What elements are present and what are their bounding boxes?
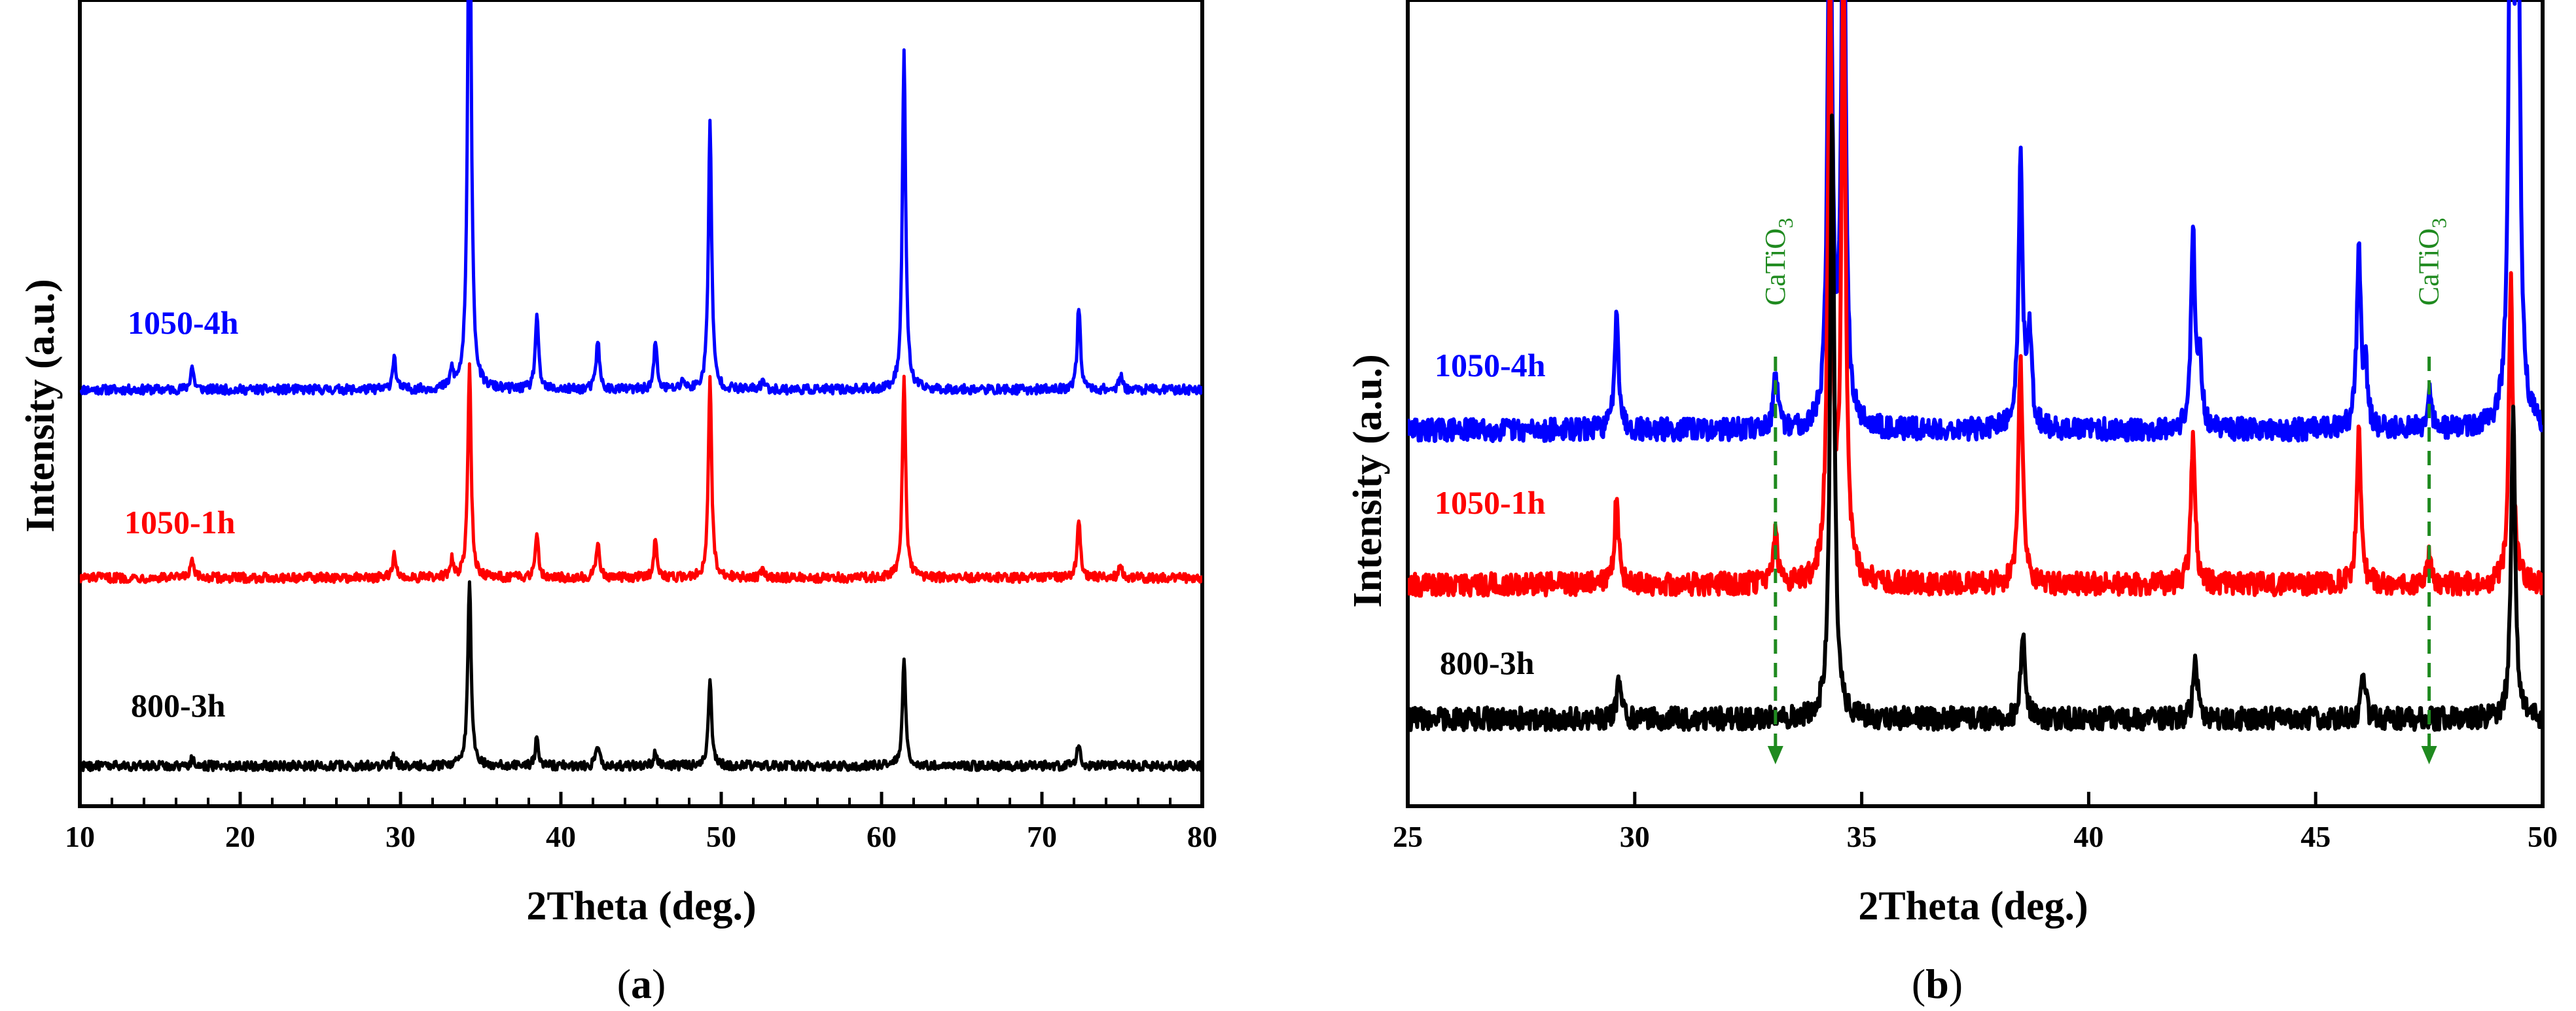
panel-a-caption: (a) bbox=[617, 961, 666, 1007]
series-line-1050-1h bbox=[1408, 0, 2543, 598]
panel-a-chart: 10 20 30 40 50 60 70 80 2Theta (deg.) Intensity… bbox=[18, 0, 1217, 1007]
x-tick-label-50: 50 bbox=[706, 820, 736, 853]
series-line-1050-4h bbox=[80, 0, 1202, 396]
catio3-arrow-head-icon bbox=[2421, 746, 2437, 764]
x-tick-label-30: 30 bbox=[1620, 820, 1650, 853]
series-line-800-3h bbox=[1408, 113, 2543, 732]
panel-b-series-group bbox=[1408, 0, 2543, 732]
panel-a-x-ticks bbox=[78, 792, 1204, 806]
series-line-800-3h bbox=[80, 580, 1202, 772]
panel-a-plot-frame bbox=[78, 0, 1204, 808]
panel-a-x-axis-title: 2Theta (deg.) bbox=[526, 884, 756, 929]
x-tick-label-70: 70 bbox=[1027, 820, 1057, 853]
catio3-label: CaTiO3 bbox=[1759, 218, 1797, 306]
panel-b-annotations: CaTiO3 CaTiO3 bbox=[1759, 218, 2451, 764]
catio3-label: CaTiO3 bbox=[2413, 218, 2451, 306]
x-tick-label-50: 50 bbox=[2528, 820, 2558, 853]
x-tick-label-60: 60 bbox=[867, 820, 897, 853]
x-tick-label-20: 20 bbox=[225, 820, 255, 853]
series-line-1050-4h bbox=[1408, 0, 2543, 444]
panel-b-legend-800-3h: 800-3h bbox=[1440, 645, 1535, 681]
x-tick-label-40: 40 bbox=[546, 820, 576, 853]
panel-a-y-axis-title: Intensity (a.u.) bbox=[18, 279, 63, 533]
panel-a-legend-1050-4h: 1050-4h bbox=[128, 304, 239, 341]
panel-b-plot-frame bbox=[1406, 0, 2545, 808]
panel-b-x-axis-title: 2Theta (deg.) bbox=[1858, 884, 2088, 929]
panel-a-caption-letter: a bbox=[631, 961, 652, 1007]
panel-a-legend-1050-1h: 1050-1h bbox=[124, 504, 236, 541]
panel-b-y-axis-title: Intensity (a.u.) bbox=[1346, 354, 1390, 608]
panel-b-caption-letter: b bbox=[1925, 961, 1949, 1007]
panel-a-legend-800-3h: 800-3h bbox=[131, 687, 226, 724]
x-tick-label-80: 80 bbox=[1187, 820, 1217, 853]
panel-b-x-tick-labels: 25 30 35 40 45 50 bbox=[1393, 820, 2558, 853]
panel-b-caption: (b) bbox=[1912, 961, 1963, 1007]
panel-a-series-group bbox=[80, 0, 1202, 772]
x-tick-label-25: 25 bbox=[1393, 820, 1423, 853]
series-line-1050-1h bbox=[80, 362, 1202, 584]
x-tick-label-35: 35 bbox=[1847, 820, 1877, 853]
panel-b-x-ticks bbox=[1406, 792, 2545, 806]
x-tick-label-10: 10 bbox=[65, 820, 95, 853]
panel-b-legend-1050-4h: 1050-4h bbox=[1435, 347, 1546, 383]
catio3-arrow-head-icon bbox=[1767, 746, 1783, 764]
x-tick-label-45: 45 bbox=[2300, 820, 2331, 853]
panel-a-x-tick-labels: 10 20 30 40 50 60 70 80 bbox=[65, 820, 1217, 853]
x-tick-label-30: 30 bbox=[385, 820, 416, 853]
panel-b-legend-1050-1h: 1050-1h bbox=[1435, 484, 1546, 521]
x-tick-label-40: 40 bbox=[2073, 820, 2103, 853]
